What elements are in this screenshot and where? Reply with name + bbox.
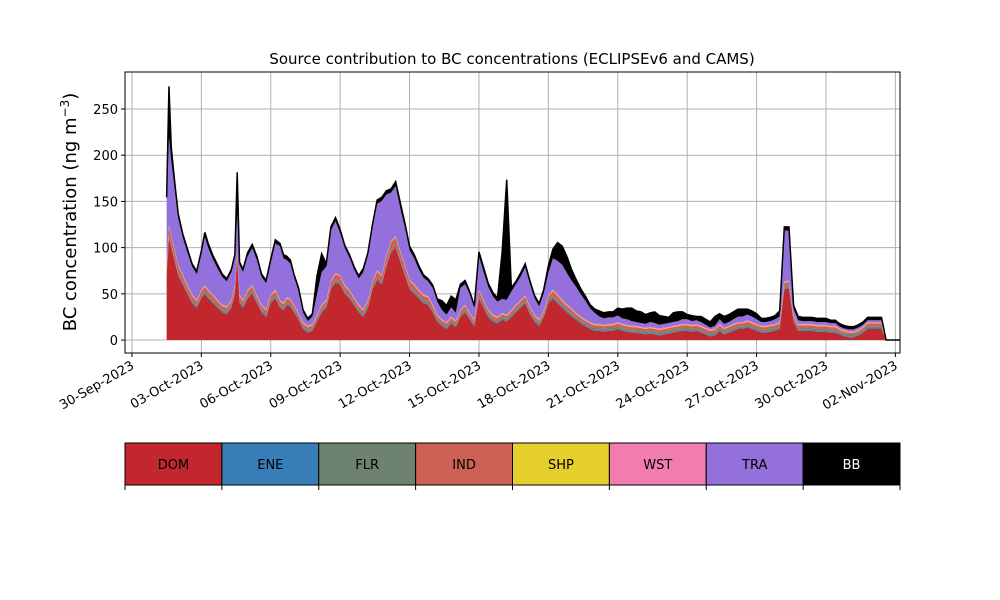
y-axis-label: BC concentration (ng m−3) xyxy=(58,93,81,332)
x-tick-label: 15-Oct-2023 xyxy=(406,358,484,412)
x-tick-label: 03-Oct-2023 xyxy=(128,358,206,412)
legend-swatch-flr xyxy=(318,442,417,486)
x-tick-label: 24-Oct-2023 xyxy=(614,358,692,412)
area-series-tra xyxy=(166,137,900,341)
y-tick-label: 250 xyxy=(93,103,118,118)
legend-label-bb: BB xyxy=(843,458,861,473)
y-tick-label: 150 xyxy=(93,195,118,210)
x-tick-label: 21-Oct-2023 xyxy=(544,358,622,412)
x-axis: 30-Sep-202303-Oct-202306-Oct-202309-Oct-… xyxy=(57,353,900,413)
x-tick-label: 06-Oct-2023 xyxy=(197,358,275,412)
legend-swatch-ene xyxy=(221,442,320,486)
stacked-area-series xyxy=(165,86,900,341)
legend-label-shp: SHP xyxy=(548,458,574,473)
legend-swatch-ind xyxy=(415,442,513,486)
y-tick-label: 0 xyxy=(110,334,118,349)
legend-label-wst: WST xyxy=(643,458,672,473)
plot-frame xyxy=(124,71,901,354)
y-axis-label-close: ) xyxy=(60,93,81,100)
plot-area xyxy=(124,71,901,354)
y-axis-label-exponent: −3 xyxy=(58,100,72,118)
legend-swatch-dom xyxy=(124,442,223,486)
x-tick-label: 30-Sep-2023 xyxy=(57,358,137,413)
x-tick-label: 09-Oct-2023 xyxy=(267,358,345,412)
area-series-dom xyxy=(166,238,900,341)
legend-label-flr: FLR xyxy=(355,458,379,473)
legend-swatch-bb xyxy=(802,442,901,486)
x-tick-label: 12-Oct-2023 xyxy=(336,358,414,412)
x-tick-label: 30-Oct-2023 xyxy=(753,358,831,412)
y-axis-label-main: BC concentration (ng m xyxy=(60,117,81,331)
area-series-flr xyxy=(166,235,900,341)
legend-swatch-shp xyxy=(512,442,610,486)
y-tick-label: 200 xyxy=(93,149,118,164)
area-series-ind xyxy=(166,226,900,341)
legend-label-tra: TRA xyxy=(741,458,767,473)
area-series-ene xyxy=(166,237,900,341)
x-tick-label: 02-Nov-2023 xyxy=(820,358,900,413)
y-axis: 0 50 100 150 200 250 xyxy=(93,103,125,349)
total-outline xyxy=(165,86,900,341)
chart-title: Source contribution to BC concentrations… xyxy=(269,50,754,68)
legend-label-dom: DOM xyxy=(158,458,189,473)
x-tick-label: 18-Oct-2023 xyxy=(475,358,553,412)
x-tick-label: 27-Oct-2023 xyxy=(683,358,761,412)
legend-colorbar: DOM ENE FLR IND SHP WST TRA BB xyxy=(124,442,901,490)
legend-label-ene: ENE xyxy=(257,458,283,473)
legend-label-ind: IND xyxy=(452,458,476,473)
y-tick-label: 50 xyxy=(101,288,118,303)
y-tick-label: 100 xyxy=(93,242,118,257)
